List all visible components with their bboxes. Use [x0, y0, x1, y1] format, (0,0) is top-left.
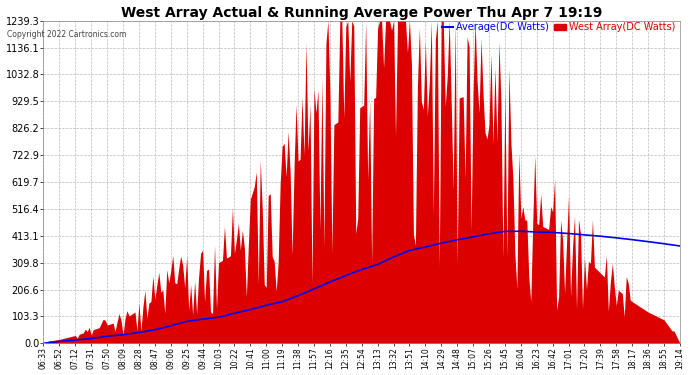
- Title: West Array Actual & Running Average Power Thu Apr 7 19:19: West Array Actual & Running Average Powe…: [121, 6, 602, 20]
- Legend: Average(DC Watts), West Array(DC Watts): Average(DC Watts), West Array(DC Watts): [442, 22, 675, 32]
- Text: Copyright 2022 Cartronics.com: Copyright 2022 Cartronics.com: [7, 30, 126, 39]
